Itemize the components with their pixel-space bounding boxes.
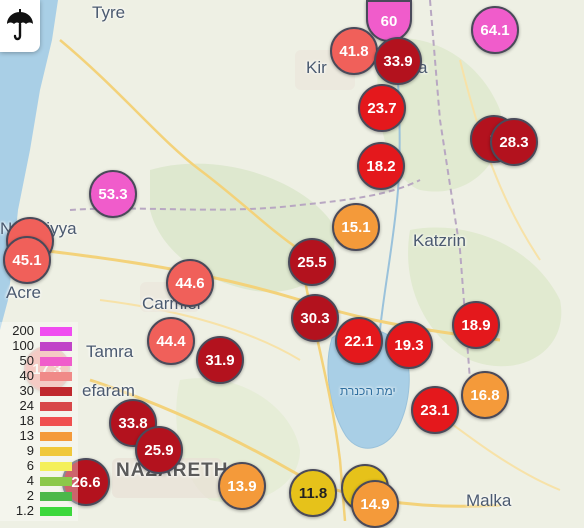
legend-label: 1.2 <box>15 503 34 518</box>
station-marker[interactable]: 15.1 <box>332 203 380 251</box>
station-marker[interactable]: 64.1 <box>471 6 519 54</box>
station-marker[interactable]: 53.3 <box>89 170 137 218</box>
station-marker[interactable]: 22.1 <box>335 317 383 365</box>
station-marker[interactable]: 33.9 <box>374 37 422 85</box>
station-marker[interactable]: 23.1 <box>411 386 459 434</box>
station-marker[interactable]: 28.3 <box>490 118 538 166</box>
place-label-kiryat-shmona-tail: a <box>418 58 428 77</box>
legend-row: 200 <box>0 324 78 338</box>
place-label-tamra: Tamra <box>86 342 134 361</box>
legend-row: 40 <box>0 369 78 383</box>
legend-label: 40 <box>19 368 34 383</box>
layers-button[interactable] <box>0 0 40 52</box>
station-marker[interactable]: 18.9 <box>452 301 500 349</box>
station-marker[interactable]: 31.9 <box>196 336 244 384</box>
legend-label: 2 <box>26 488 34 503</box>
legend-row: 4 <box>0 474 78 488</box>
legend-row: 6 <box>0 459 78 473</box>
legend-row: 50 <box>0 354 78 368</box>
station-marker[interactable]: 45.1 <box>3 236 51 284</box>
legend-label: 100 <box>12 338 34 353</box>
umbrella-icon <box>7 9 33 41</box>
legend-swatch <box>40 417 72 426</box>
legend-swatch <box>40 357 72 366</box>
place-label-tyre: Tyre <box>92 3 126 22</box>
legend-swatch <box>40 342 72 351</box>
station-marker[interactable]: 30.3 <box>291 294 339 342</box>
mediterranean-sea <box>0 0 58 330</box>
place-label-shefaram: efaram <box>82 381 135 400</box>
station-marker[interactable]: 33.8 <box>109 399 157 447</box>
station-marker[interactable]: 19.3 <box>385 321 433 369</box>
legend-row: 1.2 <box>0 504 78 518</box>
legend-label: 24 <box>19 398 34 413</box>
station-marker[interactable]: 16.8 <box>461 371 509 419</box>
legend-swatch <box>40 507 72 516</box>
place-label-kinneret: ימת הכנרת <box>340 384 396 398</box>
station-marker[interactable]: 13.9 <box>218 462 266 510</box>
station-marker[interactable]: 44.4 <box>147 317 195 365</box>
legend-label: 13 <box>19 428 34 443</box>
legend-label: 6 <box>26 458 34 473</box>
place-label-kiryat-shmona: Kir <box>306 58 327 77</box>
station-marker[interactable]: 41.8 <box>330 27 378 75</box>
legend-label: 9 <box>26 443 34 458</box>
legend-label: 50 <box>19 353 34 368</box>
place-label-malka: Malka <box>466 491 512 510</box>
aqi-legend: 200 100 50 40 30 24 18 13 9 6 4 2 1.2 <box>0 322 78 521</box>
station-marker[interactable]: 14.9 <box>351 480 399 528</box>
place-label-katzrin: Katzrin <box>413 231 466 250</box>
station-marker[interactable]: 17.3 <box>24 346 70 392</box>
legend-row: 13 <box>0 429 78 443</box>
station-marker[interactable]: 23.7 <box>358 84 406 132</box>
place-label-acre: Acre <box>6 283 41 302</box>
legend-swatch <box>40 447 72 456</box>
station-marker[interactable]: 25.5 <box>288 238 336 286</box>
station-marker[interactable]: 11.8 <box>289 469 337 517</box>
station-marker[interactable]: 25.9 <box>135 426 183 474</box>
legend-swatch <box>40 387 72 396</box>
legend-row: 2 <box>0 489 78 503</box>
legend-swatch <box>40 327 72 336</box>
legend-row: 100 <box>0 339 78 353</box>
legend-row: 24 <box>0 399 78 413</box>
station-marker[interactable]: 44.6 <box>166 259 214 307</box>
legend-swatch <box>40 432 72 441</box>
legend-label: 18 <box>19 413 34 428</box>
legend-swatch <box>40 372 72 381</box>
legend-row: 18 <box>0 414 78 428</box>
legend-label: 4 <box>26 473 34 488</box>
legend-swatch <box>40 462 72 471</box>
legend-row: 9 <box>0 444 78 458</box>
legend-swatch <box>40 492 72 501</box>
station-marker[interactable]: 60 <box>366 0 412 42</box>
legend-swatch <box>40 477 72 486</box>
legend-row: 30 <box>0 384 78 398</box>
station-marker[interactable]: 18.2 <box>357 142 405 190</box>
legend-label: 200 <box>12 323 34 338</box>
legend-swatch <box>40 402 72 411</box>
legend-label: 30 <box>19 383 34 398</box>
